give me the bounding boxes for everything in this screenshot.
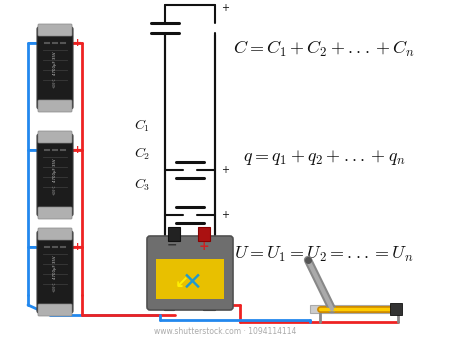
FancyBboxPatch shape	[38, 207, 72, 219]
Bar	[390, 303, 402, 315]
FancyBboxPatch shape	[37, 27, 73, 109]
Text: ✕: ✕	[181, 271, 203, 295]
FancyBboxPatch shape	[38, 100, 72, 112]
Text: +: +	[221, 165, 229, 175]
Bar	[168, 227, 180, 241]
FancyBboxPatch shape	[37, 134, 73, 216]
FancyBboxPatch shape	[38, 24, 72, 36]
Text: +105°C: +105°C	[53, 78, 57, 88]
FancyBboxPatch shape	[38, 304, 72, 316]
Text: 4700μF 35V: 4700μF 35V	[53, 51, 57, 75]
Text: $C_3$: $C_3$	[134, 177, 150, 193]
Text: 4700μF 35V: 4700μF 35V	[53, 158, 57, 182]
Text: 4700μF 35V: 4700μF 35V	[53, 255, 57, 279]
Bar	[198, 227, 210, 241]
Text: $C_2$: $C_2$	[134, 146, 150, 162]
Text: www.shutterstock.com · 1094114114: www.shutterstock.com · 1094114114	[154, 327, 296, 337]
Text: +: +	[199, 240, 209, 254]
FancyBboxPatch shape	[147, 236, 233, 310]
Text: −: −	[167, 239, 177, 252]
Text: $C_1$: $C_1$	[134, 117, 150, 134]
Bar	[310, 305, 400, 313]
Text: +105°C: +105°C	[53, 282, 57, 292]
Text: +: +	[221, 210, 229, 220]
Text: +: +	[72, 38, 81, 48]
Text: +: +	[221, 3, 229, 13]
Text: ↙: ↙	[175, 274, 189, 292]
Text: −: −	[28, 145, 38, 155]
Text: $C = C_1 + C_2 + ... + C_n$: $C = C_1 + C_2 + ... + C_n$	[233, 39, 415, 59]
FancyBboxPatch shape	[38, 131, 72, 143]
Text: −: −	[28, 242, 38, 252]
Text: +: +	[72, 145, 81, 155]
Text: −: −	[28, 38, 38, 48]
FancyBboxPatch shape	[38, 228, 72, 240]
Bar	[156, 259, 224, 299]
Text: +: +	[72, 242, 81, 252]
Text: $q = q_1 + q_2 + ... + q_n$: $q = q_1 + q_2 + ... + q_n$	[243, 148, 405, 167]
Bar	[156, 259, 224, 299]
Text: +105°C: +105°C	[53, 185, 57, 195]
Text: +: +	[221, 250, 229, 260]
FancyBboxPatch shape	[37, 231, 73, 313]
Text: $U = U_1 = U_2 = ... = U_n$: $U = U_1 = U_2 = ... = U_n$	[234, 245, 414, 264]
